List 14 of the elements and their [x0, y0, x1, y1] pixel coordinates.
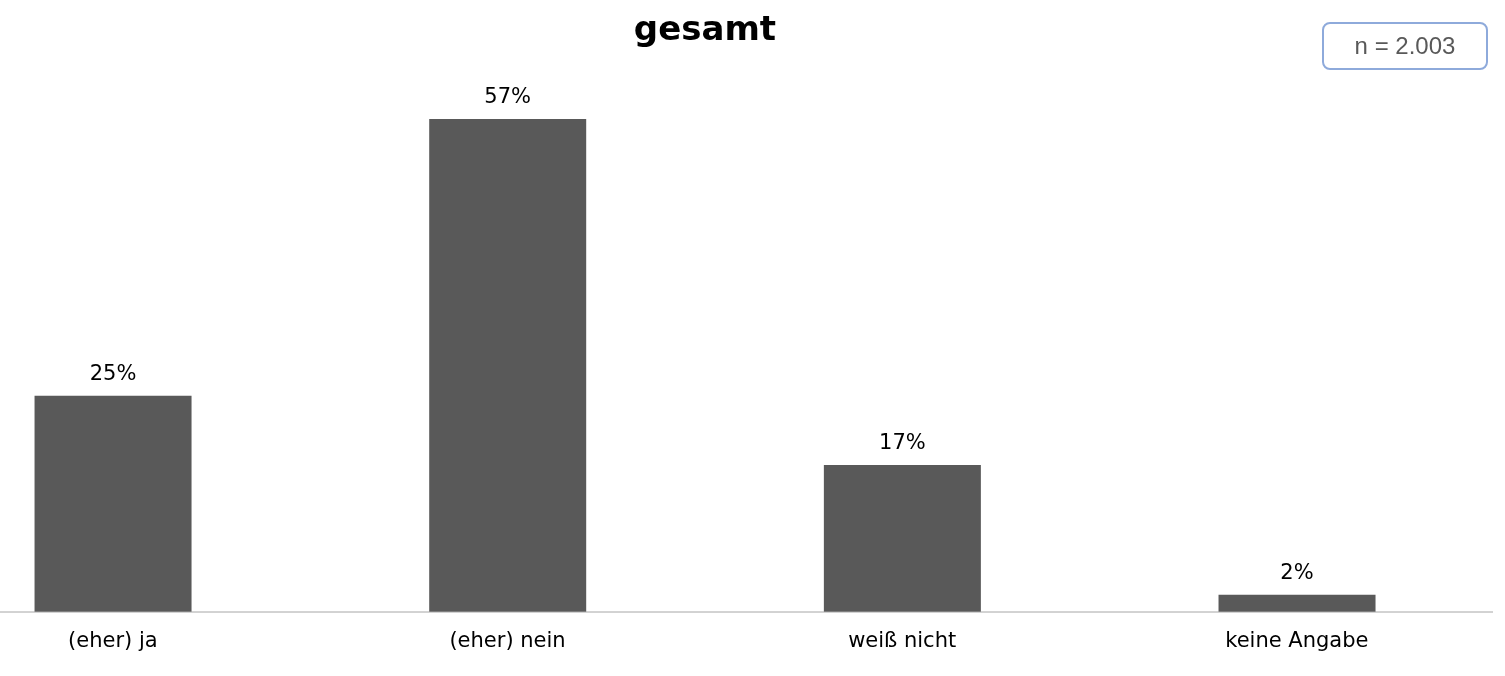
chart-title: gesamt: [633, 8, 777, 48]
data-label: 2%: [1280, 559, 1314, 584]
data-label: 57%: [484, 84, 532, 109]
x-tick-label: (eher) ja: [68, 627, 158, 652]
data-label: 17%: [879, 429, 926, 454]
x-tick-label: keine Angabe: [1225, 627, 1369, 652]
data-label: 25%: [89, 360, 137, 385]
x-tick-label: (eher) nein: [449, 627, 566, 652]
bar: [429, 119, 587, 612]
bar: [34, 395, 192, 612]
bar: [1218, 594, 1376, 612]
x-tick-label: weiß nicht: [848, 627, 957, 652]
bar: [823, 464, 981, 612]
text: n = 2.003: [1322, 22, 1488, 70]
